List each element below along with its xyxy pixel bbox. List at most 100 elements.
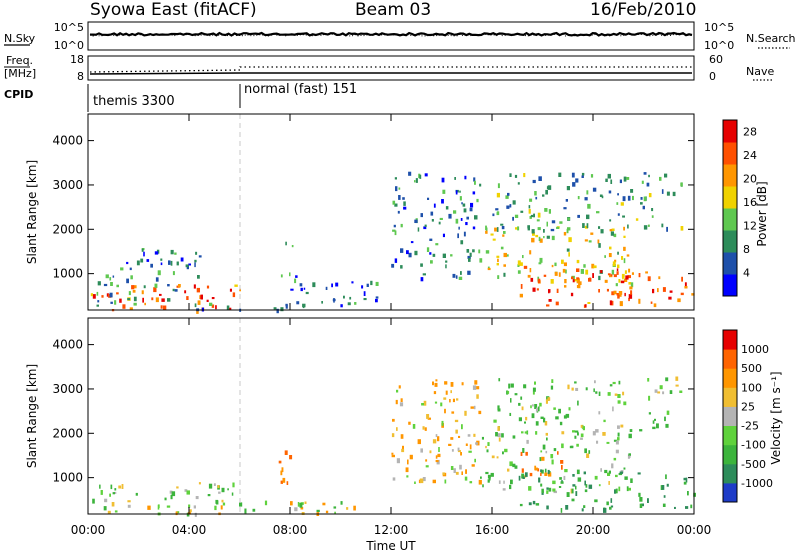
power-cell xyxy=(558,172,562,177)
velocity-cell xyxy=(92,498,95,504)
power-cell xyxy=(555,301,559,306)
power-cell xyxy=(441,177,445,183)
time-axis-title: Time UT xyxy=(365,539,416,553)
power-cell xyxy=(375,296,379,299)
power-cell xyxy=(474,215,478,220)
velocity-cell xyxy=(476,386,480,390)
velocity-cell xyxy=(592,431,596,436)
velocity-cell xyxy=(399,402,404,407)
velocity-cell xyxy=(622,391,625,396)
velocity-cell xyxy=(574,381,577,384)
velocity-cell xyxy=(100,490,103,495)
velocity-cell xyxy=(417,439,421,445)
power-cell xyxy=(106,293,109,297)
date-title: 16/Feb/2010 xyxy=(590,0,696,20)
power-cell xyxy=(507,192,510,196)
freq-left-tick-top: 18 xyxy=(70,53,84,66)
power-cell xyxy=(354,302,357,305)
velocity-cell xyxy=(639,497,643,502)
velocity-cell xyxy=(545,432,548,436)
velocity-cell xyxy=(450,390,452,394)
power-cell xyxy=(398,195,401,200)
velocity-cell xyxy=(480,476,482,479)
power-cell xyxy=(455,190,458,195)
power-cell xyxy=(534,191,537,196)
power-cell xyxy=(542,194,545,197)
velocity-cell xyxy=(610,498,613,503)
power-cell xyxy=(604,255,606,258)
power-cell xyxy=(509,173,512,177)
power-cell xyxy=(647,276,651,282)
station-title: Syowa East (fitACF) xyxy=(90,0,257,20)
power-cell xyxy=(394,230,397,236)
velocity-cell xyxy=(553,490,557,494)
power-cell xyxy=(457,233,459,239)
velocity-cell xyxy=(443,397,447,400)
velocity-cell xyxy=(239,502,243,507)
velocity-cell xyxy=(572,430,576,433)
power-cell xyxy=(174,289,178,292)
power-cell xyxy=(539,257,543,263)
power-cell xyxy=(403,206,407,210)
power-cell xyxy=(629,286,633,290)
power-cell xyxy=(648,174,650,178)
power-cell xyxy=(556,288,559,293)
velocity-cell xyxy=(421,403,424,406)
power-cell xyxy=(620,280,625,284)
velocity-cell xyxy=(630,478,633,483)
power-cell xyxy=(206,299,209,302)
power-cell xyxy=(612,261,616,267)
power-cell xyxy=(325,286,328,290)
velocity-cell xyxy=(526,439,529,444)
power-cell xyxy=(90,293,93,297)
velocity-cell xyxy=(514,393,518,396)
power-cell xyxy=(619,294,622,297)
power-cell xyxy=(419,174,422,179)
velocity-cell xyxy=(501,433,504,438)
power-cell xyxy=(168,260,171,265)
power-cell xyxy=(151,297,154,301)
power-cell xyxy=(547,185,552,190)
power-cell xyxy=(576,268,580,272)
power-cell xyxy=(618,291,623,295)
power-cell xyxy=(627,275,631,279)
power-cell xyxy=(548,209,551,214)
power-y-tick-label: 4000 xyxy=(52,134,83,148)
velocity-cell xyxy=(593,388,595,393)
power-cell xyxy=(677,298,681,303)
velocity-cell xyxy=(469,481,473,484)
power-colorbar-swatch xyxy=(723,230,737,253)
velocity-cell xyxy=(284,450,288,455)
velocity-cell xyxy=(544,421,548,426)
power-cell xyxy=(600,270,603,274)
power-cell xyxy=(624,270,627,274)
power-cell xyxy=(143,285,146,289)
velocity-cell xyxy=(419,478,424,484)
power-cell xyxy=(114,300,117,305)
velocity-colorbar-tick-label: 100 xyxy=(741,381,762,394)
velocity-ylabel: Slant Range [km] xyxy=(25,364,39,468)
power-cell xyxy=(520,210,524,213)
power-cell xyxy=(178,284,181,288)
power-cell xyxy=(398,187,401,190)
velocity-cell xyxy=(614,489,617,494)
power-cell xyxy=(153,287,157,293)
power-cell xyxy=(650,301,653,304)
power-cell xyxy=(514,174,518,178)
power-cell xyxy=(197,300,201,305)
power-cell xyxy=(642,205,645,210)
velocity-cell xyxy=(470,406,474,409)
power-cell xyxy=(430,260,433,264)
velocity-cell xyxy=(563,475,566,480)
power-cell xyxy=(445,260,448,263)
velocity-cell xyxy=(485,445,487,449)
velocity-cell xyxy=(184,489,188,492)
velocity-cell xyxy=(596,440,599,444)
velocity-cell xyxy=(455,471,459,475)
velocity-cell xyxy=(687,491,689,496)
power-cell xyxy=(530,214,534,218)
power-cell xyxy=(608,190,612,194)
power-cell xyxy=(645,271,648,274)
noise-right-tick-bottom: 10^0 xyxy=(704,39,734,52)
velocity-cell xyxy=(244,508,247,514)
